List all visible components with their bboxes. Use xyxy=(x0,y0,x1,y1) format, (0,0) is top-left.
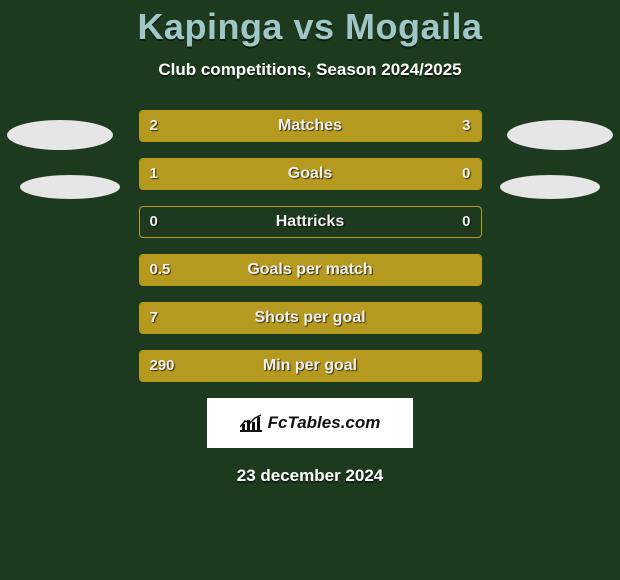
player2-name: Mogaila xyxy=(345,6,483,47)
stat-label: Min per goal xyxy=(140,351,481,381)
stat-label: Matches xyxy=(140,111,481,141)
brand-box[interactable]: FcTables.com xyxy=(207,398,413,448)
comparison-card: Kapinga vs Mogaila Club competitions, Se… xyxy=(0,0,620,580)
stat-label: Goals per match xyxy=(140,255,481,285)
stat-rows: 23Matches 10Goals 00Hattricks 0.5Goals per … xyxy=(139,110,482,382)
stat-row: 7Shots per goal xyxy=(139,302,482,334)
club-badge-right-2 xyxy=(500,175,600,199)
stat-label: Shots per goal xyxy=(140,303,481,333)
stat-label: Goals xyxy=(140,159,481,189)
club-badge-left-2 xyxy=(20,175,120,199)
vs-label: vs xyxy=(293,6,334,47)
club-badge-left xyxy=(7,120,113,150)
stat-row: 10Goals xyxy=(139,158,482,190)
brand-name: FcTables.com xyxy=(268,413,381,433)
subtitle: Club competitions, Season 2024/2025 xyxy=(0,60,620,80)
stat-label: Hattricks xyxy=(140,207,481,237)
brand-chart-icon xyxy=(240,414,262,432)
stat-row: 00Hattricks xyxy=(139,206,482,238)
stat-row: 23Matches xyxy=(139,110,482,142)
player1-name: Kapinga xyxy=(137,6,283,47)
stat-row: 290Min per goal xyxy=(139,350,482,382)
stat-row: 0.5Goals per match xyxy=(139,254,482,286)
club-badge-right xyxy=(507,120,613,150)
as-of-date: 23 december 2024 xyxy=(0,466,620,486)
page-title: Kapinga vs Mogaila xyxy=(0,6,620,48)
